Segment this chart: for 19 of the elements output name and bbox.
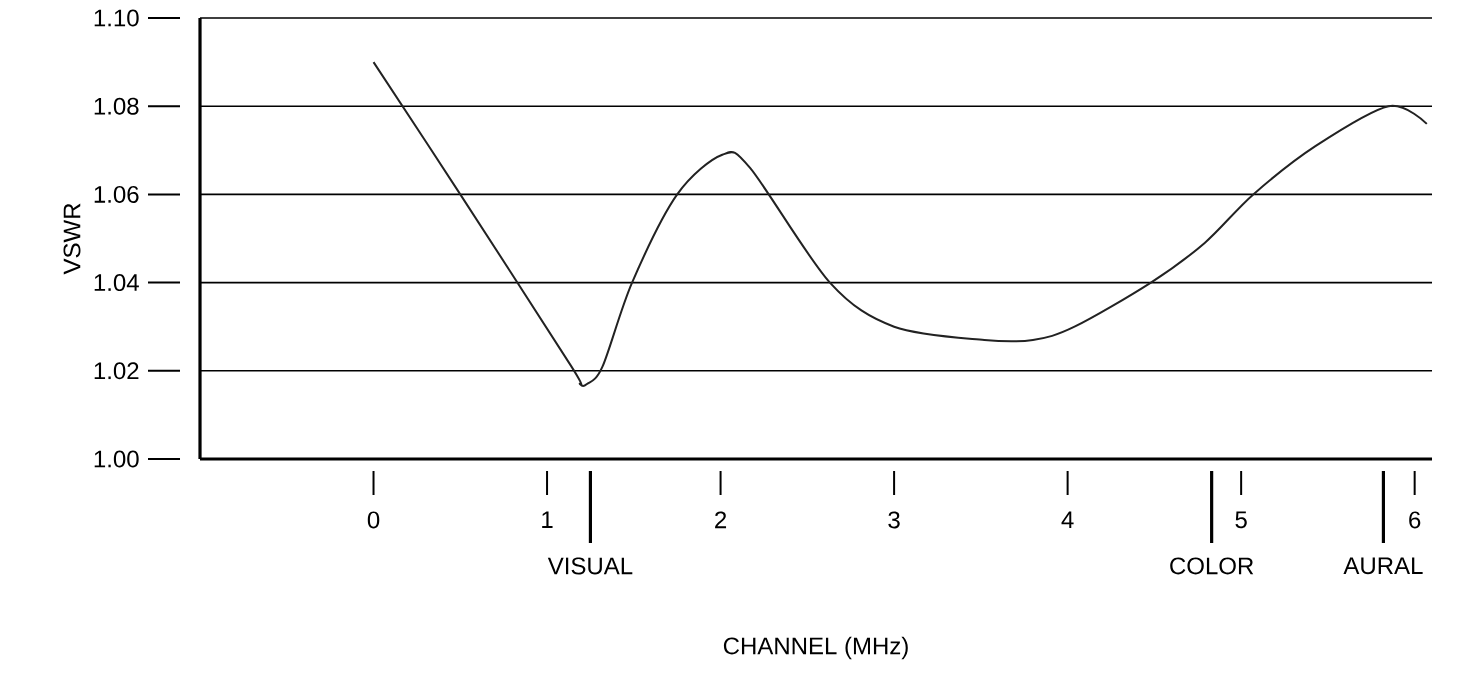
y-tick-label: 1.08 [94,97,139,115]
x-tick-label: 4 [1061,511,1074,528]
x-tick-label: 3 [888,511,900,529]
y-tick-label: 1.10 [94,9,139,27]
line-series [372,61,1428,386]
x-tick-label: 0 [367,511,380,529]
ref-line-label: COLOR [1170,557,1254,575]
y-tick-label: 1.00 [94,450,139,468]
y-tick-label: 1.06 [94,185,139,203]
x-tick-label: 5 [1235,511,1247,529]
x-tick-label: 6 [1409,511,1421,529]
ref-line-label: AURAL [1343,557,1423,575]
x-axis-title: CHANNEL (MHz) [723,636,908,660]
ref-line-label: VISUAL [547,557,633,575]
x-tick-label: 2 [715,511,727,529]
y-axis-title: VSWR [63,203,81,275]
y-tick-label: 1.04 [94,274,139,292]
y-tick-label: 1.02 [94,362,139,380]
x-tick-label: 1 [542,511,553,528]
